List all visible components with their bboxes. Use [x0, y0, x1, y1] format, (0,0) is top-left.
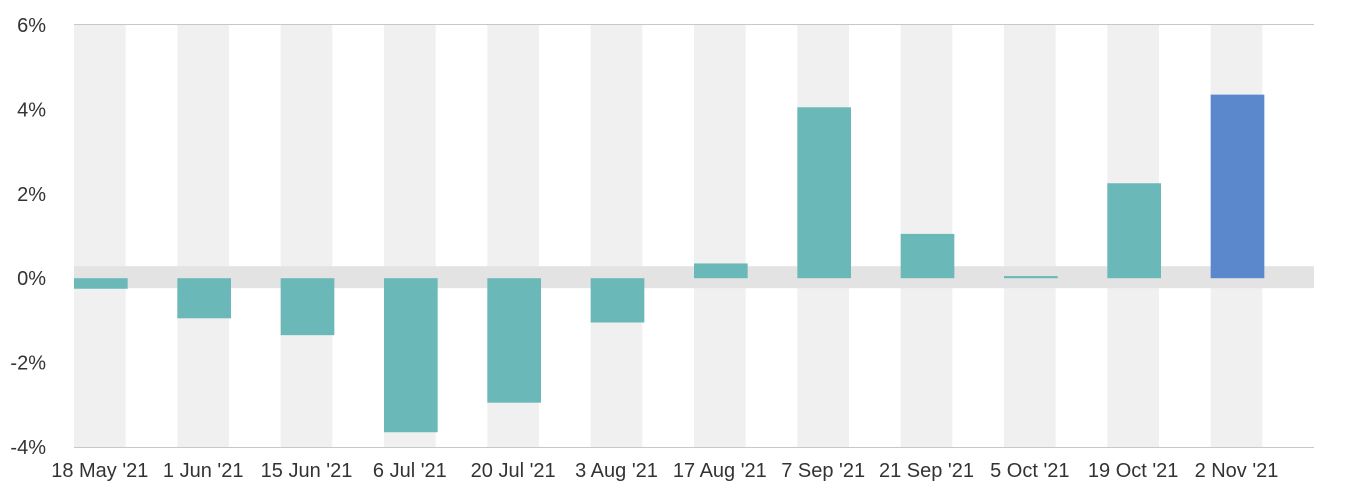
- x-tick-label: 19 Oct '21: [1088, 460, 1179, 482]
- x-tick-label: 2 Nov '21: [1195, 460, 1279, 482]
- bar-8: [900, 233, 955, 279]
- x-tick-label: 21 Sep '21: [879, 460, 974, 482]
- bar-5: [590, 278, 645, 323]
- y-axis-tick-labels: 6% 4% 2% 0% -2% -4%: [10, 15, 46, 459]
- x-tick-label: 1 Jun '21: [163, 460, 244, 482]
- bar-2: [280, 278, 335, 336]
- background-band: [74, 25, 126, 447]
- y-tick-label: -4%: [10, 437, 46, 459]
- bar-11: [1210, 94, 1265, 279]
- x-tick-label: 3 Aug '21: [575, 460, 658, 482]
- bar-0: [74, 278, 128, 289]
- y-tick-label: 0%: [17, 268, 46, 290]
- x-tick-label: 20 Jul '21: [471, 460, 556, 482]
- bar-7: [797, 107, 851, 279]
- x-tick-label: 15 Jun '21: [261, 460, 353, 482]
- bar-10: [1107, 183, 1161, 279]
- y-tick-label: -2%: [10, 353, 46, 375]
- bars: [74, 94, 1265, 433]
- y-tick-label: 4%: [17, 99, 46, 121]
- background-band: [590, 25, 643, 447]
- bar-1: [177, 278, 231, 319]
- y-tick-label: 6%: [17, 15, 46, 37]
- y-tick-label: 2%: [17, 184, 46, 206]
- background-band: [1004, 25, 1056, 447]
- x-tick-label: 7 Sep '21: [781, 460, 865, 482]
- bar-6: [694, 263, 748, 279]
- background-band: [177, 25, 229, 447]
- x-tick-label: 18 May '21: [51, 460, 148, 482]
- bar-4: [487, 278, 541, 403]
- bar-9: [1004, 276, 1058, 279]
- background-band: [280, 25, 333, 447]
- x-axis-tick-labels: 18 May '21 1 Jun '21 15 Jun '21 6 Jul '21 20…: [51, 460, 1278, 482]
- bar-3: [384, 278, 438, 433]
- x-tick-label: 5 Oct '21: [990, 460, 1069, 482]
- column-bands: [74, 25, 1263, 447]
- x-tick-label: 6 Jul '21: [373, 460, 447, 482]
- x-tick-label: 17 Aug '21: [673, 460, 767, 482]
- background-band: [694, 25, 746, 447]
